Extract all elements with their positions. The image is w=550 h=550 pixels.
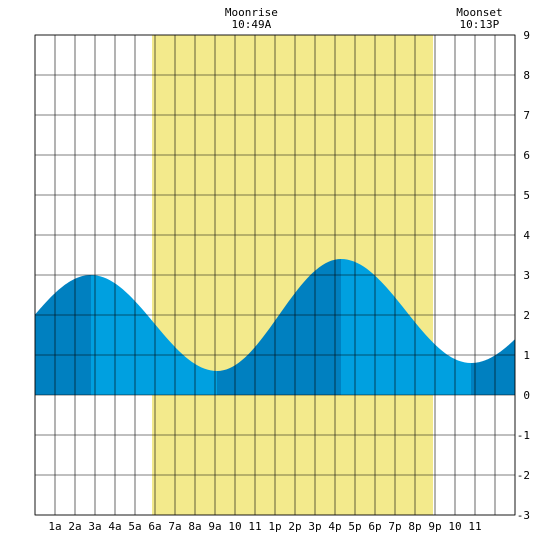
x-tick-label: 9a	[208, 520, 221, 533]
tide-rising-segment	[217, 259, 341, 395]
x-tick-label: 1p	[268, 520, 281, 533]
y-tick-label: 7	[523, 109, 530, 122]
x-tick-label: 8p	[408, 520, 421, 533]
x-tick-label: 4a	[108, 520, 121, 533]
tide-falling-segment	[91, 275, 217, 395]
y-tick-label: -2	[517, 469, 530, 482]
y-tick-label: -1	[517, 429, 530, 442]
y-tick-label: 8	[523, 69, 530, 82]
x-tick-label: 5p	[348, 520, 361, 533]
plot-frame	[34, 34, 516, 516]
x-tick-label: 2p	[288, 520, 301, 533]
y-tick-label: 2	[523, 309, 530, 322]
y-tick-label: 6	[523, 149, 530, 162]
moonset-label: Moonset	[456, 6, 502, 19]
moonrise-label: Moonrise	[225, 6, 278, 19]
x-tick-label: 3p	[308, 520, 321, 533]
x-tick-label: 11	[248, 520, 261, 533]
y-tick-label: -3	[517, 509, 530, 522]
x-tick-label: 10	[228, 520, 241, 533]
x-tick-label: 8a	[188, 520, 201, 533]
x-tick-label: 1a	[48, 520, 61, 533]
moonset-time: 10:13P	[460, 18, 500, 31]
x-tick-label: 5a	[128, 520, 141, 533]
y-tick-label: 0	[523, 389, 530, 402]
moonrise-time: 10:49A	[232, 18, 272, 31]
y-tick-label: 1	[523, 349, 530, 362]
x-tick-label: 7p	[388, 520, 401, 533]
x-tick-label: 2a	[68, 520, 81, 533]
tide-rising-segment	[35, 275, 91, 395]
y-tick-label: 4	[523, 229, 530, 242]
tide-falling-segment	[341, 259, 471, 395]
x-tick-label: 11	[468, 520, 481, 533]
x-tick-label: 6p	[368, 520, 381, 533]
y-tick-label: 9	[523, 29, 530, 42]
y-tick-label: 3	[523, 269, 530, 282]
y-tick-label: 5	[523, 189, 530, 202]
x-tick-label: 7a	[168, 520, 181, 533]
x-tick-label: 6a	[148, 520, 161, 533]
x-tick-label: 9p	[428, 520, 441, 533]
tide-rising-segment	[471, 339, 515, 395]
x-tick-label: 10	[448, 520, 461, 533]
x-tick-label: 3a	[88, 520, 101, 533]
x-tick-label: 4p	[328, 520, 341, 533]
